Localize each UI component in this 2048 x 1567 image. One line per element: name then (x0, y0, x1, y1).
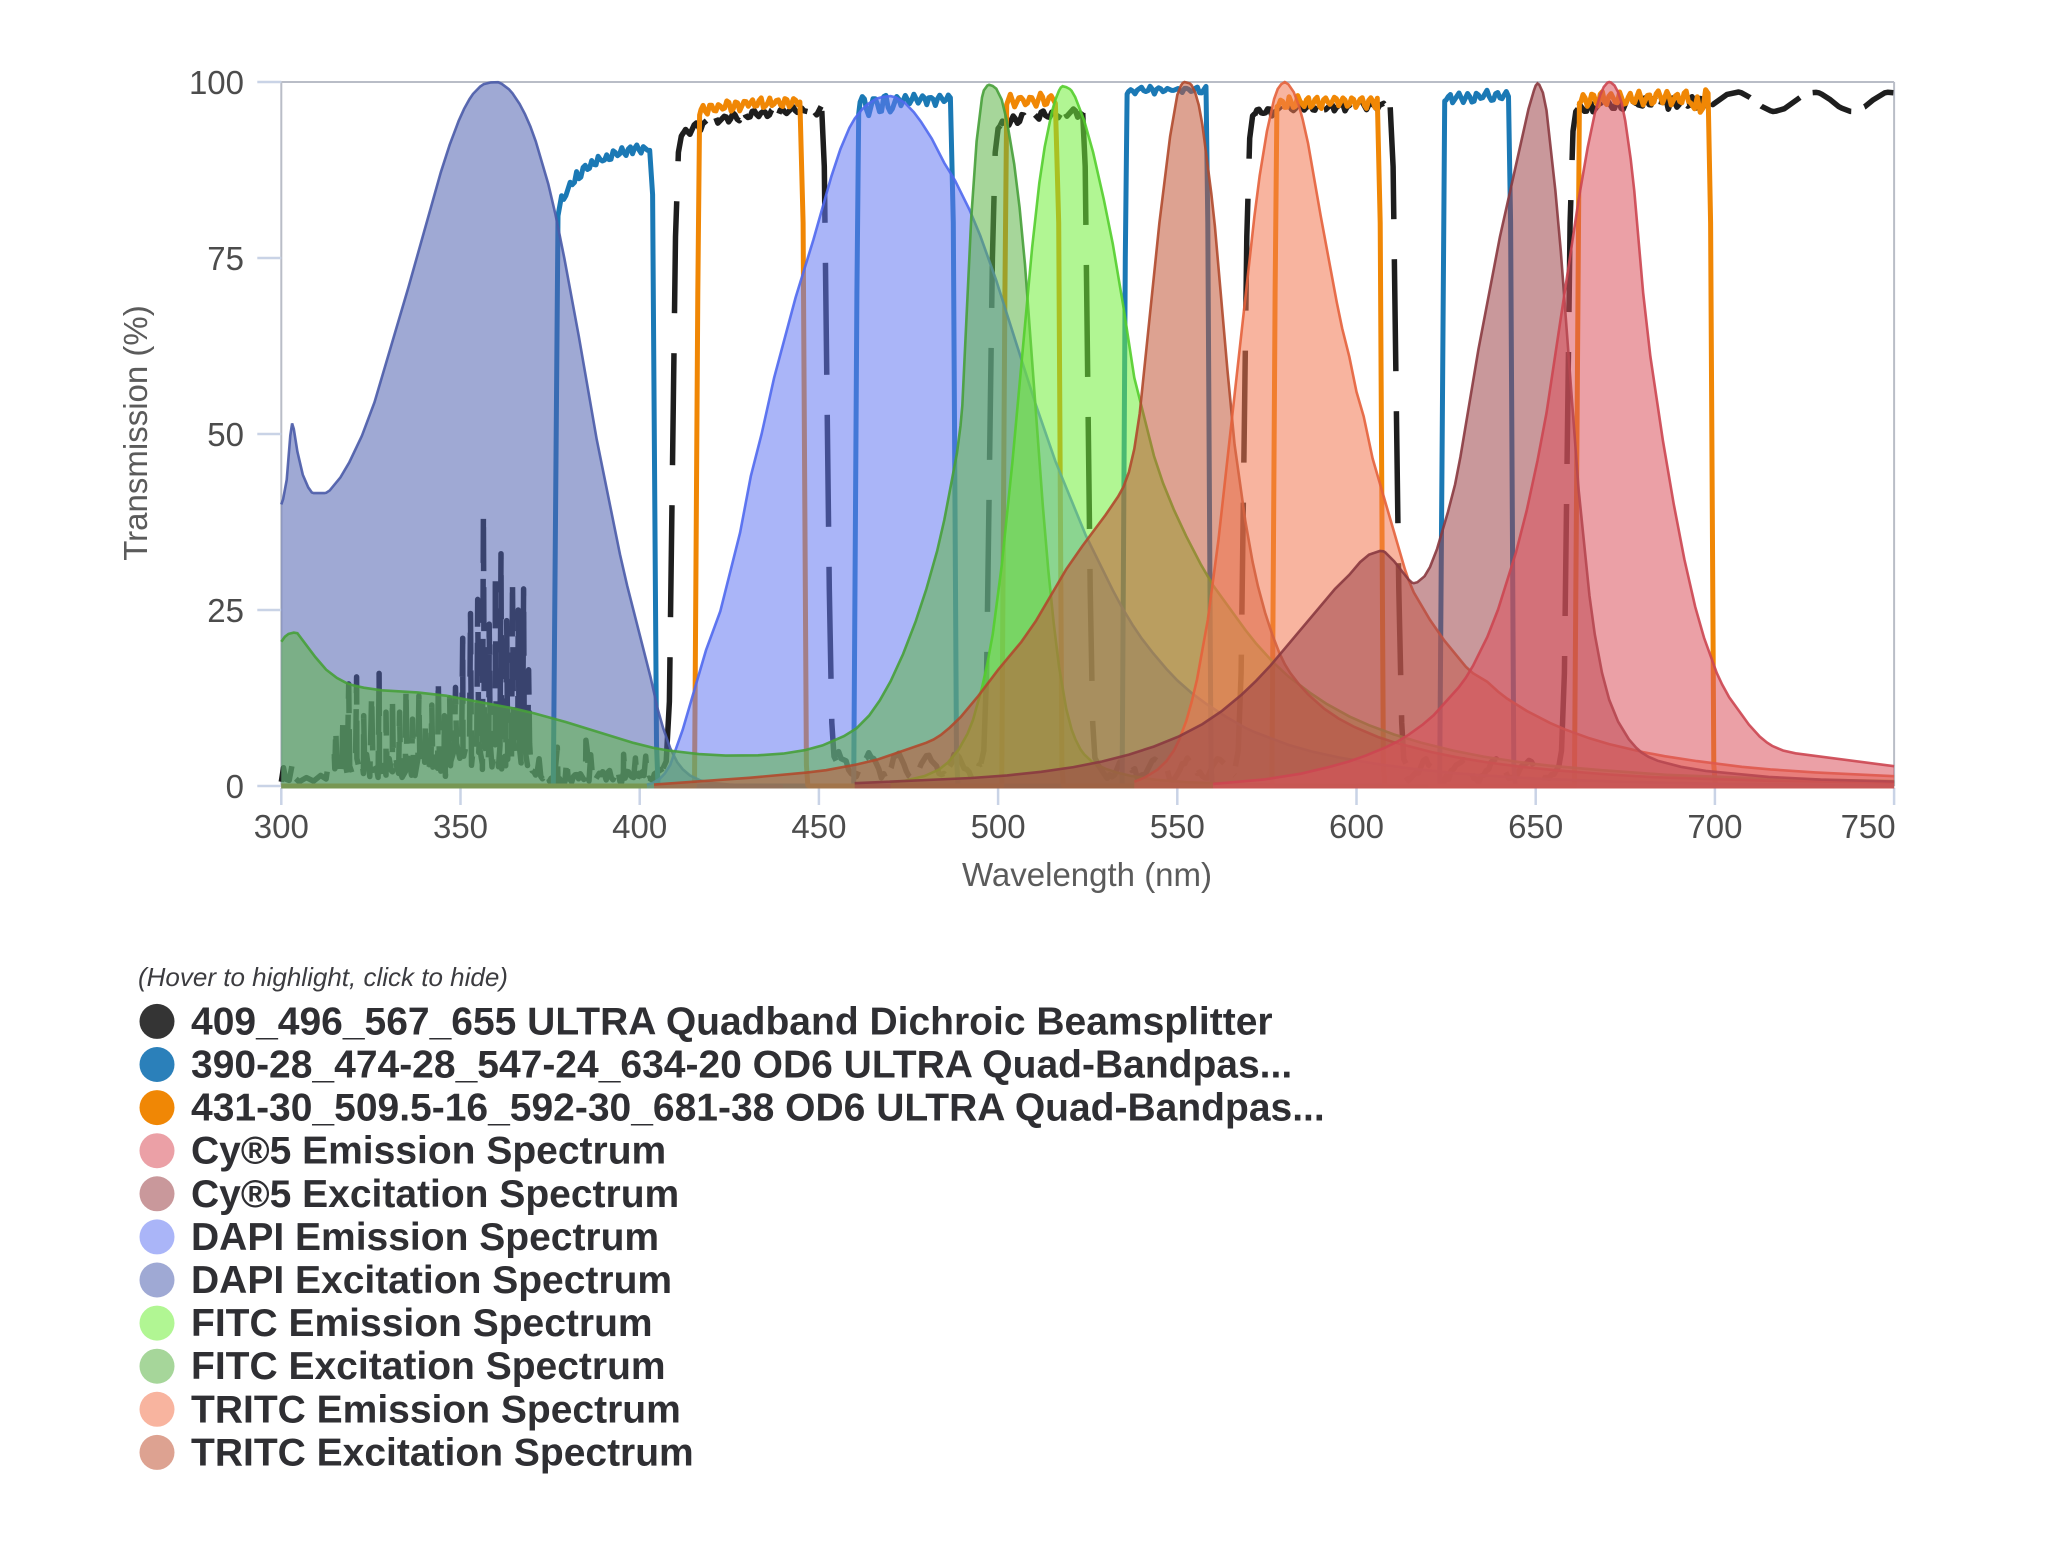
svg-text:400: 400 (612, 808, 667, 845)
svg-text:FITC Emission Spectrum: FITC Emission Spectrum (191, 1302, 653, 1345)
svg-text:100: 100 (189, 64, 244, 101)
svg-text:Wavelength (nm): Wavelength (nm) (962, 856, 1212, 893)
svg-text:431-30_509.5-16_592-30_681-38: 431-30_509.5-16_592-30_681-38 OD6 ULTRA … (191, 1087, 1325, 1130)
svg-text:350: 350 (433, 808, 488, 845)
svg-text:DAPI Emission Spectrum: DAPI Emission Spectrum (191, 1216, 659, 1259)
svg-text:409_496_567_655 ULTRA Quadband: 409_496_567_655 ULTRA Quadband Dichroic … (191, 1000, 1273, 1043)
svg-text:600: 600 (1329, 808, 1384, 845)
svg-text:75: 75 (207, 240, 244, 277)
svg-text:0: 0 (226, 768, 244, 805)
svg-text:650: 650 (1508, 808, 1563, 845)
svg-text:TRITC Excitation Spectrum: TRITC Excitation Spectrum (191, 1431, 694, 1474)
svg-text:(Hover to highlight, click to: (Hover to highlight, click to hide) (138, 962, 508, 992)
svg-text:500: 500 (971, 808, 1026, 845)
svg-text:450: 450 (791, 808, 846, 845)
svg-text:390-28_474-28_547-24_634-20 OD: 390-28_474-28_547-24_634-20 OD6 ULTRA Qu… (191, 1044, 1292, 1087)
svg-text:Cy®5 Excitation Spectrum: Cy®5 Excitation Spectrum (191, 1173, 679, 1216)
svg-text:FITC Excitation Spectrum: FITC Excitation Spectrum (191, 1345, 666, 1388)
svg-text:300: 300 (254, 808, 309, 845)
svg-text:50: 50 (207, 416, 244, 453)
svg-text:550: 550 (1150, 808, 1205, 845)
svg-text:25: 25 (207, 592, 244, 629)
svg-text:700: 700 (1687, 808, 1742, 845)
svg-text:DAPI Excitation Spectrum: DAPI Excitation Spectrum (191, 1259, 672, 1302)
svg-text:Transmission (%): Transmission (%) (117, 305, 154, 560)
svg-text:TRITC Emission Spectrum: TRITC Emission Spectrum (191, 1388, 681, 1431)
svg-text:Cy®5 Emission Spectrum: Cy®5 Emission Spectrum (191, 1130, 666, 1173)
svg-text:750: 750 (1841, 808, 1896, 845)
